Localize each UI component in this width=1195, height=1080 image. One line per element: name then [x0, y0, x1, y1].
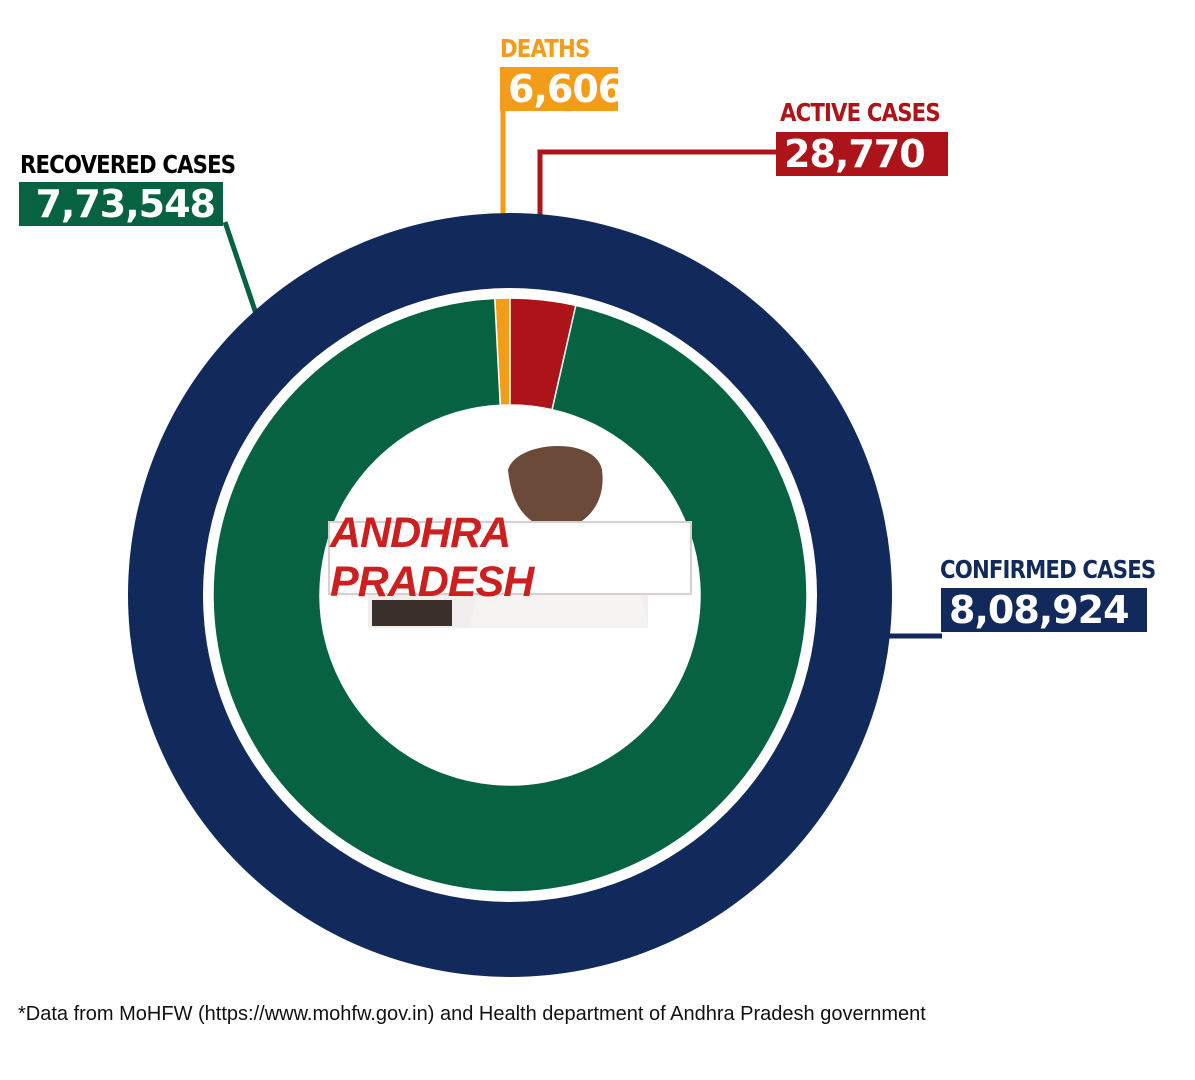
recovered-value: 7,73,548 [19, 182, 223, 226]
desk-item [372, 600, 452, 626]
person-silhouette [508, 445, 603, 530]
footnote: *Data from MoHFW (https://www.mohfw.gov.… [18, 1003, 926, 1025]
recovered-label: RECOVERED CASES [20, 150, 236, 179]
deaths-label: DEATHS [500, 34, 590, 63]
active-value: 28,770 [776, 132, 948, 176]
confirmed-label: CONFIRMED CASES [940, 555, 1156, 584]
active-label: ACTIVE CASES [780, 98, 941, 127]
deaths-value: 6,606 [500, 67, 624, 111]
center-label-card: ANDHRA PRADESH [328, 509, 692, 606]
confirmed-value: 8,08,924 [941, 588, 1147, 632]
state-name: ANDHRA PRADESH [330, 509, 534, 606]
